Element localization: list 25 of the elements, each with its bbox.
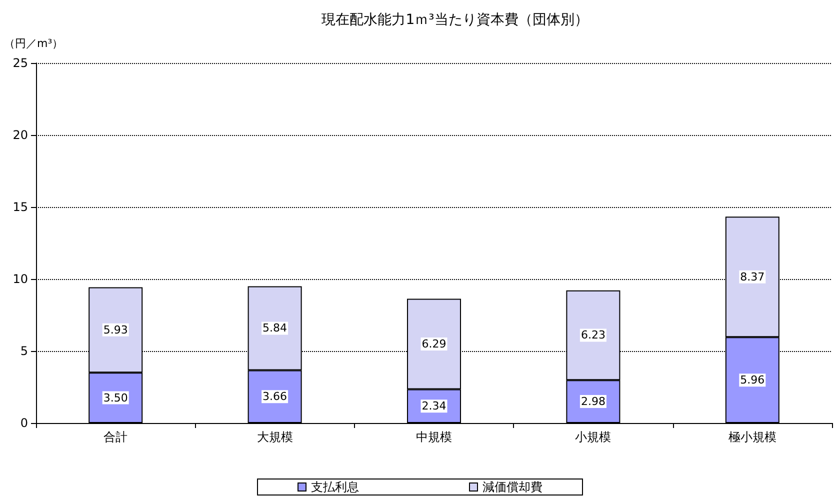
- x-tick-label: 小規模: [575, 430, 612, 444]
- y-axis-title: （円／m³）: [4, 37, 64, 50]
- legend-label: 支払利息: [311, 480, 359, 494]
- data-label: 6.29: [422, 338, 446, 351]
- data-label: 3.50: [103, 391, 128, 404]
- x-tick-label: 極小規模: [728, 430, 776, 444]
- legend-label: 減価償却費: [482, 480, 542, 494]
- chart-title: 現在配水能力1ｍ³当たり資本費（団体別）: [322, 12, 588, 28]
- y-tick-label: 5: [20, 344, 28, 358]
- y-tick-label: 15: [12, 200, 28, 214]
- data-label: 2.98: [580, 395, 606, 408]
- y-tick-label: 0: [20, 416, 28, 430]
- data-label: 5.84: [262, 322, 288, 335]
- x-tick-label: 大規模: [256, 430, 293, 444]
- data-label: 5.96: [740, 374, 765, 387]
- y-tick-label: 10: [12, 272, 28, 286]
- data-label: 5.93: [103, 323, 128, 336]
- data-label: 2.34: [422, 400, 446, 413]
- x-tick-label: 中規模: [416, 430, 452, 444]
- data-label: 3.66: [262, 390, 288, 404]
- y-tick-label: 25: [12, 56, 28, 70]
- data-label: 6.23: [580, 328, 606, 342]
- y-tick-label: 20: [12, 128, 28, 142]
- x-tick-label: 合計: [104, 430, 128, 444]
- data-label: 8.37: [740, 270, 765, 284]
